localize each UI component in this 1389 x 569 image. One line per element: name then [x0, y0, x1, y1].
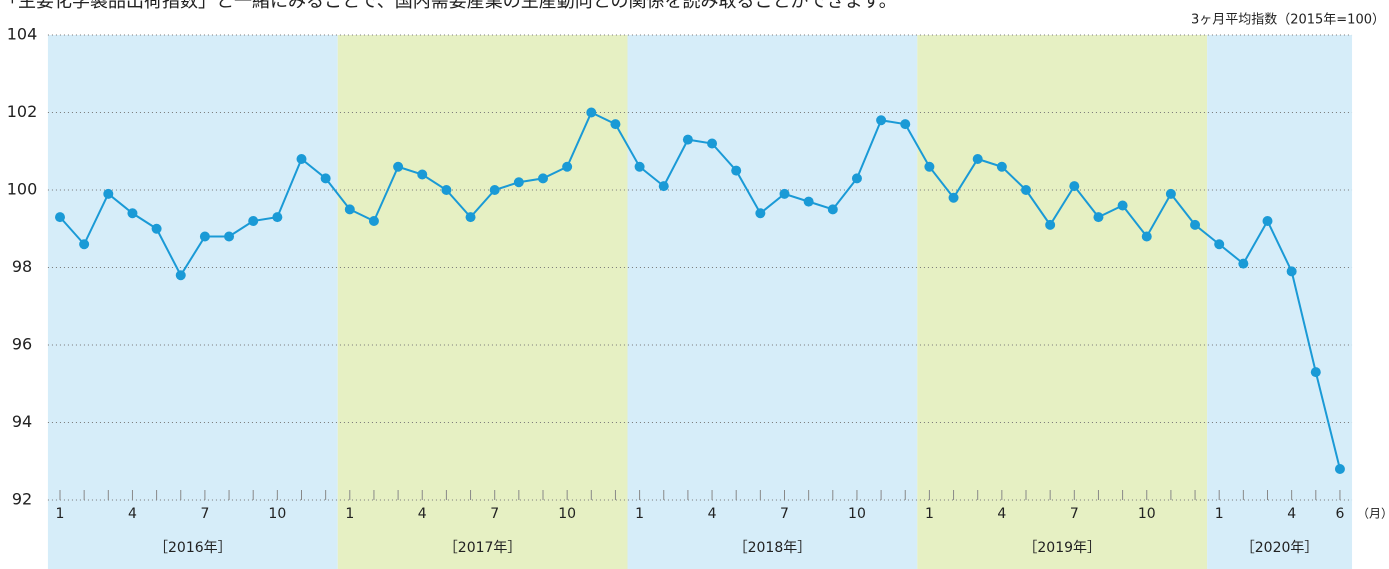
data-point — [1069, 181, 1080, 192]
year-label: ［2016年］ — [154, 540, 232, 556]
y-tick-label: 102 — [7, 102, 38, 121]
data-point — [948, 192, 959, 203]
data-point — [224, 231, 235, 242]
data-point — [1310, 367, 1321, 378]
x-unit-label: （月） — [1357, 507, 1389, 521]
x-tick-label: 10 — [558, 506, 576, 522]
x-tick-label: 10 — [1138, 506, 1156, 522]
x-tick-label: 1 — [925, 506, 934, 522]
year-band — [627, 35, 918, 569]
y-unit-label: 3ヶ月平均指数（2015年=100） — [1191, 13, 1385, 28]
data-point — [1141, 231, 1152, 242]
data-point — [393, 161, 404, 172]
data-point — [658, 181, 669, 192]
year-label: ［2018年］ — [734, 540, 812, 556]
x-tick-label: 4 — [418, 506, 427, 522]
data-point — [1165, 188, 1176, 199]
data-point — [417, 169, 428, 180]
data-point — [1286, 266, 1297, 277]
data-point — [972, 154, 983, 164]
year-band — [337, 35, 628, 569]
data-point — [851, 173, 862, 184]
data-point — [55, 212, 65, 223]
data-point — [731, 165, 742, 176]
data-point — [465, 212, 476, 223]
data-point — [803, 196, 814, 207]
data-point — [1214, 239, 1225, 250]
data-point — [682, 134, 693, 145]
y-tick-label: 100 — [7, 180, 38, 199]
data-point — [368, 216, 379, 226]
x-tick-label: 1 — [345, 506, 354, 522]
data-point — [779, 188, 790, 199]
data-point — [538, 173, 548, 184]
data-point — [1021, 185, 1031, 195]
x-tick-label: 4 — [1287, 506, 1296, 522]
data-point — [1238, 258, 1249, 269]
x-tick-label: 7 — [490, 506, 499, 522]
data-point — [1262, 216, 1273, 226]
x-tick-label: 10 — [268, 506, 286, 522]
data-point — [1334, 464, 1345, 474]
x-tick-label: 7 — [780, 506, 789, 522]
year-label: ［2017年］ — [444, 540, 522, 556]
data-point — [199, 231, 210, 242]
x-tick-label: 7 — [200, 506, 209, 522]
data-point — [634, 161, 645, 172]
data-point — [1093, 212, 1104, 223]
x-tick-label: 10 — [848, 506, 866, 522]
data-point — [996, 161, 1007, 172]
y-tick-label: 92 — [12, 490, 32, 509]
year-band — [1207, 35, 1353, 569]
data-point — [707, 138, 718, 149]
data-point — [1045, 219, 1056, 230]
y-tick-label: 104 — [7, 25, 38, 44]
data-point — [79, 239, 90, 250]
x-tick-label: 4 — [128, 506, 137, 522]
data-point — [586, 107, 597, 118]
data-point — [610, 119, 621, 130]
data-point — [272, 212, 283, 223]
x-tick-label: 1 — [1215, 506, 1224, 522]
data-point — [755, 208, 766, 219]
x-tick-label: 6 — [1335, 506, 1344, 522]
chart-title: 「主要化学製品出荷指数」と一緒にみることで、国内需要産業の生産動向との関係を読み… — [0, 0, 897, 12]
y-tick-label: 96 — [12, 335, 32, 354]
data-point — [296, 154, 307, 164]
data-point — [1117, 200, 1128, 211]
year-label: ［2019年］ — [1023, 540, 1101, 556]
data-point — [320, 173, 331, 184]
year-band — [47, 35, 338, 569]
year-band — [917, 35, 1208, 569]
x-tick-label: 1 — [635, 506, 644, 522]
y-tick-label: 98 — [12, 257, 32, 276]
data-point — [827, 204, 838, 215]
data-point — [489, 185, 500, 195]
data-point — [175, 270, 186, 281]
x-tick-label: 7 — [1070, 506, 1079, 522]
data-point — [103, 188, 114, 199]
data-point — [513, 177, 524, 188]
data-point — [127, 208, 138, 219]
data-point — [924, 161, 935, 172]
data-point — [1190, 219, 1201, 230]
y-tick-label: 94 — [12, 412, 32, 431]
x-tick-label: 4 — [708, 506, 717, 522]
x-tick-label: 4 — [997, 506, 1006, 522]
data-point — [248, 216, 259, 226]
x-tick-label: 1 — [56, 506, 65, 522]
data-point — [151, 223, 162, 234]
data-point — [562, 161, 573, 172]
data-point — [441, 185, 452, 195]
data-point — [876, 115, 887, 126]
data-point — [344, 204, 355, 215]
year-label: ［2020年］ — [1241, 540, 1319, 556]
data-point — [900, 119, 911, 130]
bands — [47, 35, 1353, 569]
